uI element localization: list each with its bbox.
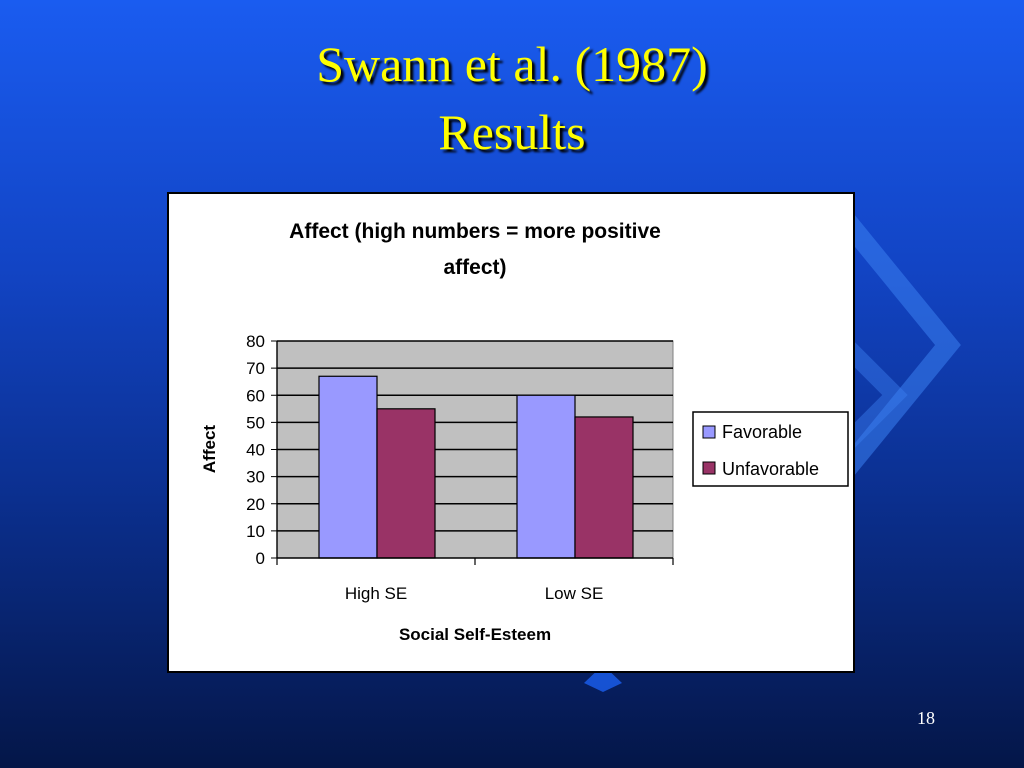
x-tick-label: High SE — [345, 584, 407, 603]
page-number: 18 — [917, 708, 935, 728]
bar-unfavorable-high-se — [376, 408, 436, 559]
x-tick-label: Low SE — [545, 584, 604, 603]
y-tick-label: 20 — [246, 495, 265, 514]
chart-title-line2: affect) — [443, 256, 506, 279]
legend-swatch-favorable — [702, 425, 716, 439]
chart-title-line1: Affect (high numbers = more positive — [289, 220, 661, 243]
y-tick-label: 70 — [246, 359, 265, 378]
y-tick-label: 60 — [246, 386, 265, 405]
bar-favorable-low-se — [516, 394, 576, 559]
y-tick-label: 0 — [256, 549, 265, 568]
legend-swatch-unfavorable — [702, 461, 716, 475]
y-tick-label: 30 — [246, 468, 265, 487]
legend-label-favorable: Favorable — [722, 422, 802, 442]
y-tick-label: 50 — [246, 413, 265, 432]
x-axis-label: Social Self-Esteem — [399, 625, 551, 644]
chart-area: Affect (high numbers = more positive aff… — [167, 192, 855, 673]
y-tick-label: 40 — [246, 441, 265, 460]
y-tick-label: 80 — [246, 332, 265, 351]
slide-subtitle: Results — [438, 104, 586, 160]
legend-label-unfavorable: Unfavorable — [722, 459, 819, 479]
y-axis-label: Affect — [200, 425, 219, 474]
legend: Favorable Unfavorable — [692, 411, 849, 487]
bar-chart: Affect (high numbers = more positive aff… — [200, 220, 849, 644]
bar-favorable-high-se — [318, 375, 378, 559]
bar-unfavorable-low-se — [574, 416, 634, 559]
slide-title: Swann et al. (1987) — [316, 36, 708, 92]
y-tick-label: 10 — [246, 522, 265, 541]
